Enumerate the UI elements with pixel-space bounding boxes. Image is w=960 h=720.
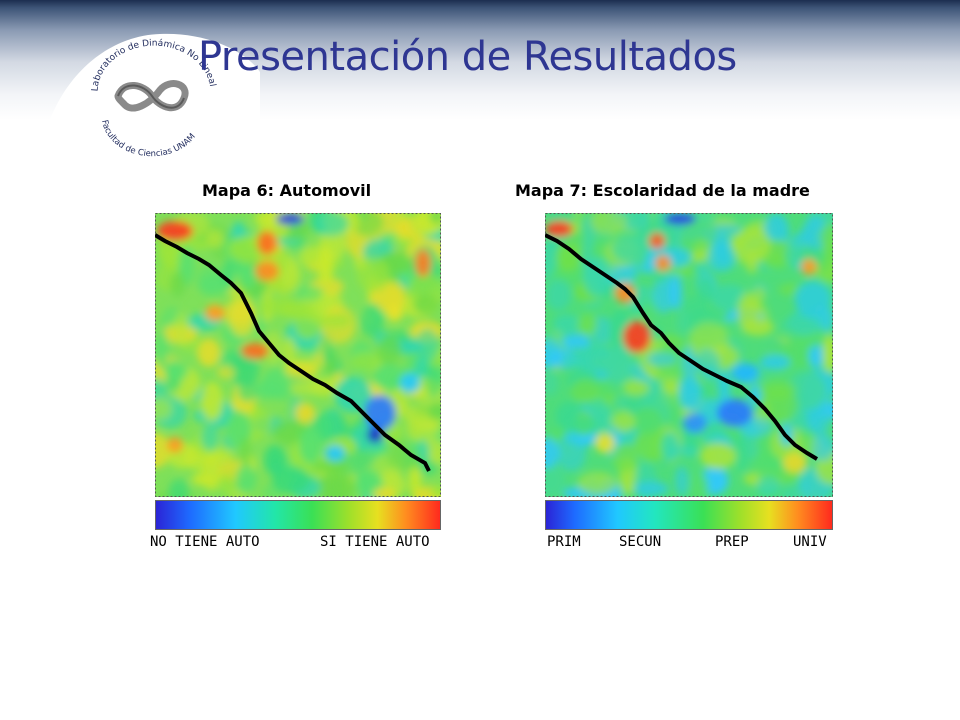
colorbar-automovil — [155, 500, 441, 530]
map-panel-automovil: Mapa 6: Automovil NO TIENE AUTO SI TIENE… — [150, 178, 460, 558]
legend-label: UNIV — [793, 534, 827, 550]
som-map-automovil — [155, 213, 441, 501]
legend-label: SECUN — [619, 534, 662, 550]
lab-logo: Laboratorio de Dinámica No Lineal Facult… — [40, 33, 260, 158]
som-map-escolaridad — [545, 213, 833, 501]
legend-label: NO TIENE AUTO — [150, 534, 260, 550]
legend-label: PREP — [715, 534, 749, 550]
legend-label: SI TIENE AUTO — [320, 534, 430, 550]
map-title: Mapa 7: Escolaridad de la madre — [515, 181, 810, 200]
map-title: Mapa 6: Automovil — [202, 181, 372, 200]
map-panel-escolaridad: Mapa 7: Escolaridad de la madre PRIM SEC… — [515, 178, 865, 558]
slide-title: Presentación de Resultados — [198, 34, 737, 80]
legend-label: PRIM — [547, 534, 581, 550]
colorbar-escolaridad — [545, 500, 833, 530]
